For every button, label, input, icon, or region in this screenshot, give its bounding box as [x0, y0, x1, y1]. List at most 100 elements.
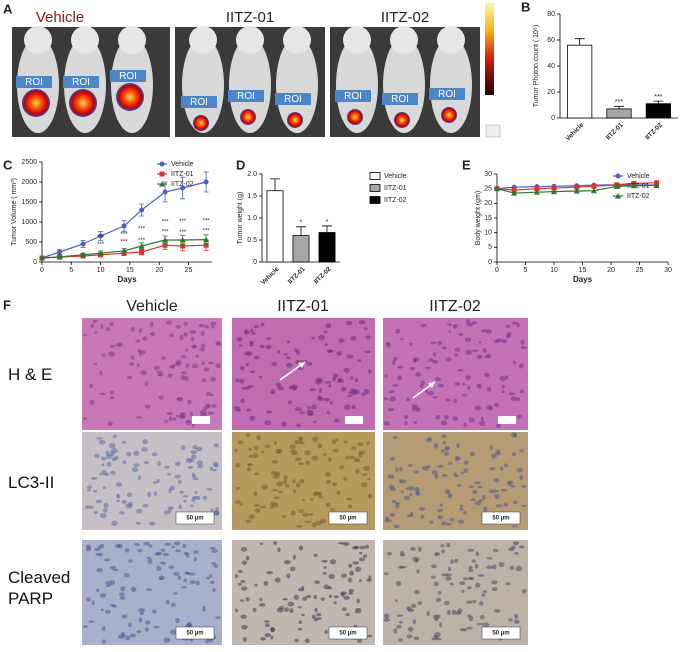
- cell-nucleus: [441, 549, 445, 554]
- cell-nucleus: [112, 568, 119, 572]
- roi-box: [181, 96, 217, 108]
- cell-nucleus: [296, 423, 301, 428]
- scale-box: [328, 626, 368, 640]
- cell-nucleus: [435, 597, 442, 603]
- roi-label: ROI: [237, 91, 255, 102]
- cell-nucleus: [463, 460, 469, 466]
- cell-nucleus: [431, 637, 438, 641]
- cell-nucleus: [296, 482, 301, 488]
- cell-nucleus: [400, 490, 405, 494]
- marker: [162, 242, 168, 248]
- cell-nucleus: [237, 569, 243, 573]
- cell-nucleus: [122, 460, 127, 465]
- cell-nucleus: [245, 519, 251, 524]
- cell-nucleus: [142, 439, 148, 445]
- cell-nucleus: [441, 346, 447, 350]
- cell-nucleus: [510, 432, 517, 438]
- mouse-body: [182, 37, 224, 133]
- cell-nucleus: [459, 581, 466, 585]
- x-tick-label: 0: [495, 267, 499, 274]
- x-tick-label: 15: [126, 267, 134, 274]
- bar: [567, 44, 593, 119]
- cell-nucleus: [400, 479, 407, 484]
- cell-nucleus: [165, 599, 170, 605]
- marker: [56, 253, 63, 260]
- significance: ***: [121, 239, 129, 245]
- cell-nucleus: [245, 363, 249, 367]
- cell-nucleus: [296, 524, 303, 528]
- error-bar: [614, 105, 624, 109]
- cell-nucleus: [364, 350, 372, 354]
- cell-nucleus: [503, 502, 508, 508]
- cell-nucleus: [324, 471, 331, 477]
- cell-nucleus: [482, 590, 488, 593]
- cell-nucleus: [392, 357, 398, 361]
- cell-nucleus: [264, 444, 271, 448]
- cell-nucleus: [334, 418, 340, 423]
- mouse-head: [236, 26, 264, 54]
- cell-nucleus: [120, 586, 126, 592]
- cell-nucleus: [519, 389, 525, 394]
- cell-nucleus: [105, 583, 112, 588]
- cell-nucleus: [294, 348, 298, 353]
- cell-nucleus: [175, 461, 181, 467]
- cell-nucleus: [185, 348, 189, 352]
- marker: [139, 207, 145, 213]
- cell-nucleus: [481, 593, 486, 597]
- cell-nucleus: [137, 349, 142, 353]
- cell-nucleus: [516, 414, 523, 419]
- cell-nucleus: [235, 462, 241, 468]
- cell-nucleus: [276, 349, 281, 354]
- cell-nucleus: [175, 324, 182, 329]
- cell-nucleus: [434, 377, 442, 382]
- cell-nucleus: [332, 448, 340, 453]
- cell-nucleus: [178, 504, 182, 510]
- cell-nucleus: [89, 400, 95, 405]
- cell-nucleus: [212, 461, 219, 467]
- cell-nucleus: [306, 409, 314, 415]
- row-label: LC3-II: [8, 473, 55, 492]
- cell-nucleus: [493, 402, 500, 408]
- cell-nucleus: [207, 411, 215, 415]
- cell-nucleus: [173, 571, 180, 577]
- cell-nucleus: [355, 469, 360, 474]
- cell-nucleus: [465, 319, 471, 324]
- cell-nucleus: [383, 421, 390, 426]
- error-bar: [322, 225, 332, 233]
- cell-nucleus: [517, 468, 523, 473]
- mouse-head: [437, 26, 465, 54]
- cell-nucleus: [339, 465, 345, 469]
- cell-nucleus: [292, 554, 296, 560]
- legend-label: IITZ-02: [384, 197, 407, 204]
- y-tick-label: 0: [551, 115, 555, 122]
- cell-nucleus: [427, 391, 435, 396]
- cell-nucleus: [199, 409, 207, 415]
- cell-nucleus: [271, 388, 275, 395]
- cell-nucleus: [153, 365, 161, 371]
- cell-nucleus: [121, 499, 127, 504]
- cell-nucleus: [432, 352, 436, 357]
- cell-nucleus: [245, 433, 251, 438]
- cell-nucleus: [167, 373, 173, 378]
- cell-nucleus: [412, 556, 420, 562]
- cell-nucleus: [94, 331, 98, 334]
- cell-nucleus: [240, 546, 248, 552]
- cell-nucleus: [317, 394, 322, 401]
- y-tick-label: 1500: [21, 199, 37, 206]
- cell-nucleus: [130, 326, 136, 332]
- cell-nucleus: [93, 489, 98, 493]
- cell-nucleus: [102, 486, 107, 490]
- cell-nucleus: [389, 396, 397, 402]
- marker: [180, 185, 186, 191]
- scale-label: 50 µm: [492, 516, 509, 522]
- cell-nucleus: [200, 330, 205, 336]
- cell-nucleus: [424, 389, 429, 394]
- tumor-signal: [347, 109, 363, 125]
- cell-nucleus: [357, 638, 362, 643]
- roi-label: ROI: [25, 77, 43, 88]
- cell-nucleus: [203, 405, 208, 411]
- cell-nucleus: [335, 438, 339, 442]
- cell-nucleus: [233, 406, 241, 411]
- cell-nucleus: [445, 575, 452, 581]
- cell-nucleus: [288, 385, 293, 390]
